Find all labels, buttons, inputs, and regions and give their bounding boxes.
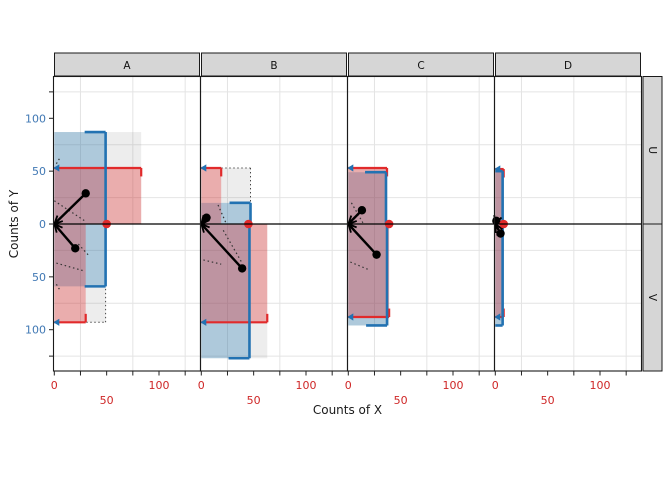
origin-arrowhead bbox=[200, 223, 205, 233]
dotted-segment bbox=[56, 262, 83, 272]
observed-point bbox=[496, 229, 505, 238]
x-tick-label: 100 bbox=[296, 379, 317, 392]
dotted-segment bbox=[77, 243, 91, 258]
dotted-segment bbox=[217, 204, 227, 225]
red-range-fill bbox=[495, 224, 504, 318]
strip-label-V: V bbox=[646, 294, 658, 302]
blue-axis-marker bbox=[347, 164, 354, 172]
x-tick-label: 100 bbox=[149, 379, 170, 392]
red-range-fill bbox=[348, 224, 390, 318]
blue-range-fill bbox=[495, 171, 503, 224]
x-axis-title: Counts of X bbox=[312, 403, 383, 417]
dotted-segment bbox=[55, 283, 61, 290]
gray-expected-region bbox=[348, 167, 388, 224]
x-tick-label: 0 bbox=[198, 379, 205, 392]
observed-point bbox=[81, 189, 90, 198]
x-tick-label: 100 bbox=[443, 379, 464, 392]
origin-segment bbox=[53, 223, 77, 250]
origin-arrowhead bbox=[347, 223, 352, 233]
origin-segment bbox=[200, 223, 244, 270]
x-tick-label: 0 bbox=[345, 379, 352, 392]
x-tick-label: 50 bbox=[247, 394, 261, 407]
origin-segment bbox=[347, 223, 378, 256]
red-range-fill bbox=[201, 224, 268, 323]
blue-axis-marker bbox=[53, 318, 60, 326]
gray-expected-region bbox=[54, 224, 106, 323]
strip-label-D: D bbox=[564, 60, 572, 72]
y-tick-label: 100 bbox=[25, 324, 46, 337]
strip-label-C: C bbox=[417, 60, 424, 72]
observed-point bbox=[237, 264, 247, 273]
origin-arrowhead bbox=[53, 223, 58, 233]
x-tick-label: 0 bbox=[51, 379, 58, 392]
origin-segment bbox=[53, 192, 87, 225]
gray-expected-region bbox=[201, 167, 251, 224]
observed-point bbox=[202, 213, 211, 222]
blue-axis-marker bbox=[347, 313, 354, 321]
origin-arrowhead bbox=[53, 215, 59, 225]
dotted-segment bbox=[203, 259, 222, 265]
strip-label-U: U bbox=[646, 146, 658, 154]
blue-axis-marker bbox=[494, 165, 501, 173]
y-tick-label: 50 bbox=[32, 271, 46, 284]
x-tick-label: 0 bbox=[492, 379, 499, 392]
blue-range-fill bbox=[201, 224, 250, 359]
red-range-fill bbox=[54, 224, 86, 323]
observed-point bbox=[357, 206, 367, 215]
observed-point bbox=[71, 244, 80, 253]
blue-range-fill bbox=[495, 224, 503, 326]
origin-arrowhead bbox=[494, 223, 497, 234]
y-axis-title: Counts of Y bbox=[7, 189, 21, 259]
gray-expected-region bbox=[348, 224, 390, 326]
gray-expected-region bbox=[495, 224, 504, 326]
origin-arrowhead bbox=[494, 223, 504, 231]
strip-label-A: A bbox=[123, 60, 131, 72]
origin-arrowhead bbox=[347, 215, 353, 225]
panel-border-D bbox=[493, 75, 643, 372]
dotted-segment bbox=[222, 230, 243, 264]
blue-range-fill bbox=[348, 172, 386, 224]
blue-axis-marker bbox=[200, 318, 207, 326]
x-tick-label: 50 bbox=[541, 394, 555, 407]
x-tick-label: 100 bbox=[590, 379, 611, 392]
x-tick-label: 50 bbox=[100, 394, 114, 407]
strip-label-B: B bbox=[270, 60, 277, 72]
gray-expected-region bbox=[201, 224, 268, 359]
blue-range-fill bbox=[54, 132, 106, 224]
y-tick-label: 100 bbox=[25, 112, 46, 125]
gray-expected-region bbox=[495, 169, 504, 224]
blue-axis-marker bbox=[200, 164, 207, 172]
dotted-segment bbox=[55, 158, 61, 165]
x-tick-label: 50 bbox=[394, 394, 408, 407]
red-range-fill bbox=[201, 167, 222, 224]
blue-range-fill bbox=[201, 202, 251, 224]
strip-V bbox=[642, 223, 663, 372]
blue-axis-marker bbox=[494, 313, 501, 321]
red-range-fill bbox=[495, 169, 504, 224]
red-range-fill bbox=[348, 167, 388, 224]
blue-range-fill bbox=[348, 224, 388, 326]
y-tick-label: 0 bbox=[39, 218, 46, 231]
red-range-fill bbox=[54, 167, 142, 224]
observed-point bbox=[372, 250, 381, 259]
blue-axis-marker bbox=[53, 164, 60, 172]
dotted-segment bbox=[350, 261, 369, 271]
y-tick-label: 50 bbox=[32, 165, 46, 178]
